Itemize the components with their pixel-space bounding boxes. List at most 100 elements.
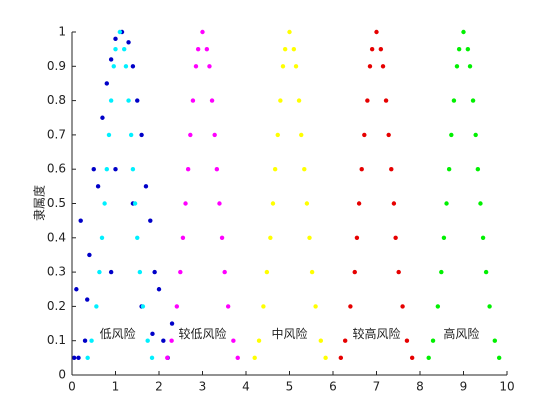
point [178,269,183,275]
y-tick-label: 0.5 [47,196,66,210]
point [342,338,348,343]
point [304,201,310,206]
point [307,235,312,240]
point [352,269,357,275]
point [378,46,384,52]
y-tick-label: 0.7 [47,127,66,141]
point [209,98,215,103]
point [89,338,94,343]
point [143,184,149,189]
point [123,64,129,69]
point [113,167,118,172]
point [97,269,102,275]
point [400,304,405,309]
point [149,355,155,361]
point [174,304,180,309]
point [441,235,447,240]
point [76,355,81,361]
point [478,201,483,206]
point [190,98,196,103]
point [451,98,457,103]
point [380,64,386,69]
point [454,64,460,69]
point [122,46,127,52]
x-tick-label: 2 [155,380,163,394]
point [296,98,302,103]
point [231,338,236,343]
point [439,269,444,275]
point [449,132,454,138]
x-tick-label: 3 [199,380,207,394]
point [291,46,297,52]
point [214,167,220,172]
point [323,355,328,361]
point [465,46,471,52]
point [85,355,90,361]
point [367,64,373,69]
point [130,64,136,69]
point [99,235,105,240]
point [389,167,394,172]
point [446,167,452,172]
point [338,355,344,361]
point [85,297,90,302]
point [139,132,144,138]
point [359,167,364,172]
y-tick-label: 0.3 [47,265,66,279]
annotation: 较高风险 [352,326,400,341]
point [193,64,199,69]
y-tick-label: 0 [58,368,66,382]
point [161,338,166,343]
point [94,304,99,309]
point [287,29,292,35]
point [483,269,489,275]
point [137,269,143,275]
point [152,269,157,275]
y-tick-label: 0.2 [47,299,66,313]
point [148,218,153,223]
point [461,29,466,35]
point [348,304,353,309]
point [204,46,210,52]
point [217,201,222,206]
point [264,269,270,275]
point [87,252,92,258]
y-tick-label: 0.6 [47,162,66,176]
x-tick-label: 5 [286,380,294,394]
point [222,269,227,275]
point [117,29,123,35]
point [282,46,288,52]
point [313,304,318,309]
point [71,355,77,361]
point [91,167,96,172]
point [108,57,114,62]
y-tick-label: 0.8 [47,93,66,107]
point [180,235,186,240]
point [188,132,193,138]
point [275,132,280,138]
y-tick-label: 1 [58,25,66,39]
point [391,201,397,206]
point [104,167,110,172]
point [473,132,478,138]
points [71,29,502,361]
annotation: 高风险 [443,326,479,341]
point [150,331,155,337]
point [100,115,105,120]
point [396,269,401,275]
point [435,304,441,309]
point [128,132,134,138]
y-tick-label: 0.1 [47,333,66,347]
point [492,338,498,343]
x-tick-label: 7 [373,380,381,394]
point [212,132,217,138]
point [183,201,188,206]
y-tick-label: 0.9 [47,59,66,73]
point [108,269,114,275]
point [113,46,118,52]
point [467,64,473,69]
point [165,355,170,361]
point [195,46,201,52]
point [456,46,462,52]
